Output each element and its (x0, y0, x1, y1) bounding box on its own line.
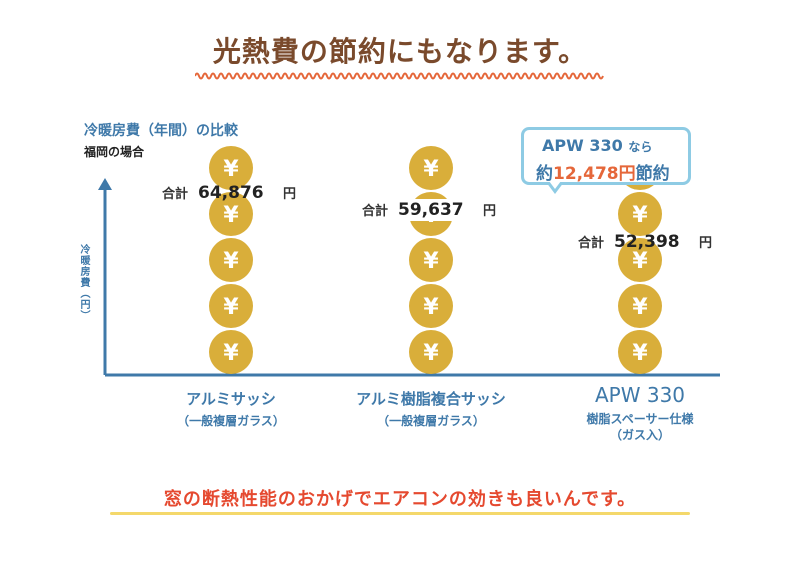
callout-amount: 12,478 (553, 164, 619, 184)
coin (409, 146, 453, 190)
total-value: 59,637 (398, 200, 464, 220)
coin (409, 284, 453, 328)
coin-stack: ¥¥¥¥¥ (618, 146, 662, 374)
coin (409, 238, 453, 282)
total-label: 合計 (578, 235, 604, 251)
coin (209, 238, 253, 282)
total-value: 52,398 (614, 232, 680, 252)
coin-symbol: ¥ (223, 295, 239, 320)
coin (209, 284, 253, 328)
category-sublabel: （一般複層ガラス） (377, 413, 485, 428)
y-axis-label: 冷暖房費（円） (78, 244, 89, 321)
callout-prefix: 約 (536, 164, 553, 184)
chart-subtitle: 福岡の場合 (84, 145, 145, 159)
callout-line-1: APW 330 なら (542, 136, 652, 155)
coin-symbol: ¥ (223, 249, 239, 274)
total-label-bg (356, 199, 506, 221)
y-axis-arrowhead (98, 178, 112, 190)
coin (618, 284, 662, 328)
category-label: アルミサッシ (186, 390, 276, 408)
coin-symbol: ¥ (632, 295, 648, 320)
coin (209, 192, 253, 236)
coin-symbol: ¥ (632, 341, 648, 366)
coin-symbol: ¥ (423, 295, 439, 320)
category-sublabel: 樹脂スペーサー仕様 (587, 411, 695, 426)
coin (209, 330, 253, 374)
coins: ¥¥¥¥¥ (618, 146, 662, 374)
total-label: 合計 (362, 203, 388, 219)
category-sublabel: （一般複層ガラス） (177, 413, 285, 428)
callout-saving-word: 節約 (635, 164, 670, 184)
coin (409, 330, 453, 374)
coin-symbol: ¥ (423, 341, 439, 366)
callout-unit: 円 (618, 164, 636, 184)
footer-message: 窓の断熱性能のおかげでエアコンの効きも良いんです。 (163, 489, 637, 510)
total-unit: 円 (283, 187, 296, 202)
coin-symbol: ¥ (223, 341, 239, 366)
category-label: アルミ樹脂複合サッシ (356, 390, 506, 408)
savings-callout: APW 330 なら 約12,478円節約 (521, 127, 691, 185)
coin-symbol: ¥ (632, 249, 648, 274)
callout-suffix: なら (628, 140, 653, 154)
coin-symbol: ¥ (423, 249, 439, 274)
total-value: 64,876 (198, 183, 264, 203)
title-underline-wave (195, 72, 604, 80)
coin-stack: ¥ ¥ ¥ ¥ ¥ (209, 146, 253, 374)
chart-title: 冷暖房費（年間）の比較 (84, 123, 238, 139)
total-label: 合計 (162, 186, 188, 202)
total-unit: 円 (699, 236, 712, 251)
callout-brand: APW 330 (542, 136, 623, 155)
coin-symbol: ¥ (223, 157, 239, 182)
footer-underline (110, 512, 690, 515)
coins: ¥ ¥ ¥ ¥ ¥ (209, 146, 253, 374)
coin (618, 330, 662, 374)
page-title: 光熱費の節約にもなります。 (212, 35, 588, 68)
category-sublabel-2: （ガス入） (610, 427, 670, 442)
coin (209, 146, 253, 190)
coins: ¥¥¥¥¥ (409, 146, 453, 374)
coin-symbol: ¥ (223, 203, 239, 228)
total-unit: 円 (483, 204, 496, 219)
callout-line-2: 約12,478円節約 (536, 159, 670, 184)
coin-stack: ¥¥¥¥¥ (409, 146, 453, 374)
coin-symbol: ¥ (632, 203, 648, 228)
coin-symbol: ¥ (423, 157, 439, 182)
coin (618, 192, 662, 236)
callout-tail-inner (549, 181, 561, 189)
coin (618, 238, 662, 282)
category-label: APW 330 (595, 383, 685, 407)
